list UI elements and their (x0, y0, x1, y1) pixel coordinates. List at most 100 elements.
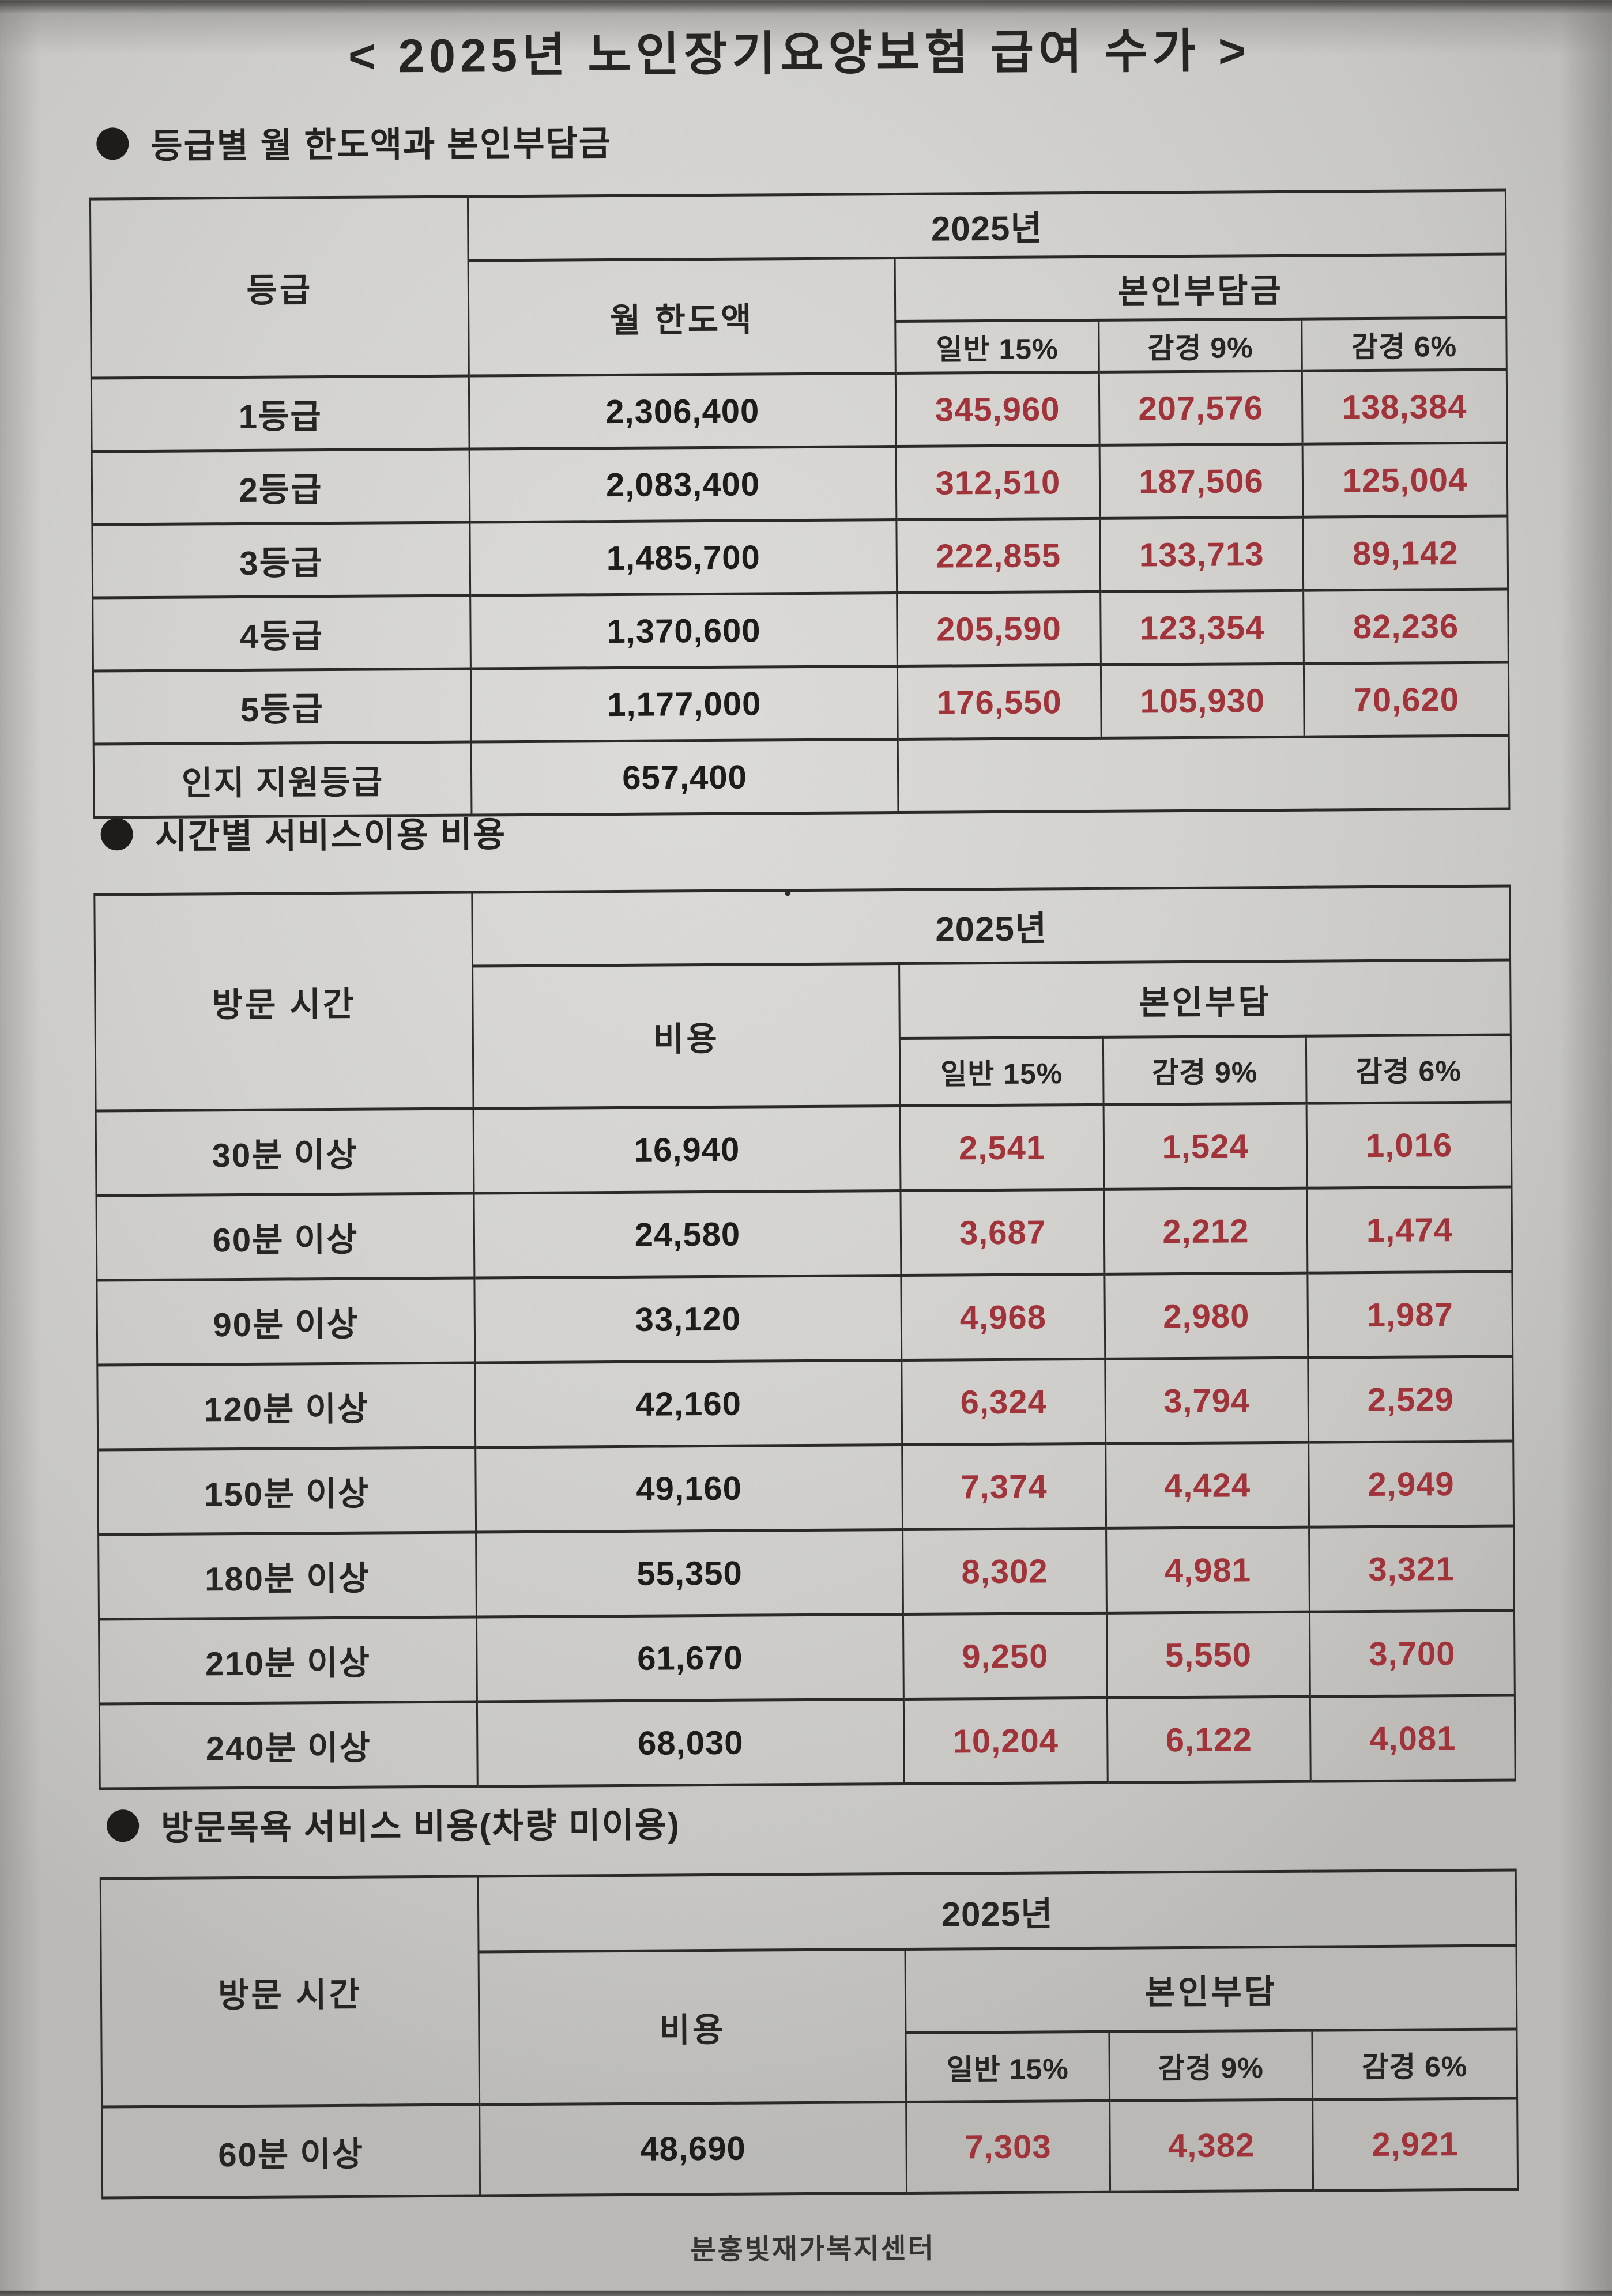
copay-cell: 222,855 (896, 518, 1101, 593)
year-header-cell: 2025년 (468, 190, 1506, 261)
table-row: 120분 이상 42,160 6,324 3,794 2,529 (97, 1356, 1513, 1450)
table-header-row: 방문 시간 2025년 (94, 886, 1511, 1111)
copay-cell: 3,794 (1105, 1358, 1309, 1444)
bullet-icon (96, 127, 129, 160)
copay-rate-header-cell: 감경 6% (1306, 1035, 1512, 1104)
copay-cell: 10,204 (903, 1698, 1108, 1784)
col1-header-cell: 방문 시간 (100, 1876, 480, 2107)
page-footer: 분홍빛재가복지센터 (690, 2233, 936, 2266)
copay-cell: 3,687 (900, 1189, 1105, 1276)
grade-monthly-limit-copay-table: 등급 2025년 월 한도액 본인부담금 일반 15% 감경 9% 감경 6% … (89, 189, 1511, 819)
table-body: 30분 이상 16,940 2,541 1,524 1,016 60분 이상 24,580 3… (96, 1102, 1516, 1789)
table-header-row: 등급 2025년 (90, 190, 1506, 379)
bullet-icon (100, 817, 133, 850)
row-label-cell: 60분 이상 (101, 2104, 480, 2198)
table-row: 150분 이상 49,160 7,374 4,424 2,949 (97, 1441, 1514, 1535)
copay-cell: 133,713 (1099, 517, 1304, 592)
copay-cell: 2,921 (1312, 2098, 1518, 2191)
copay-rate-header-cell: 감경 9% (1109, 2030, 1313, 2101)
page-title: < 2025년 노인장기요양보험 급여 수가 > (348, 25, 1251, 83)
section-heading-hourly-costs: 시간별 서비스이용 비용 (100, 806, 506, 859)
col1-header-cell: 등급 (90, 197, 469, 379)
amount-cell: 657,400 (471, 739, 898, 816)
table-body: 60분 이상 48,690 7,303 4,382 2,921 (101, 2098, 1518, 2198)
copay-cell: 125,004 (1302, 443, 1508, 518)
copay-header-cell: 본인부담금 (895, 254, 1506, 322)
table-row: 60분 이상 48,690 7,303 4,382 2,921 (101, 2098, 1518, 2198)
copay-cell: 176,550 (897, 665, 1102, 740)
table-row: 5등급 1,177,000 176,550 105,930 70,620 (93, 662, 1509, 745)
copay-rate-header-cell: 일반 15% (899, 1037, 1104, 1106)
copay-cell: 1,987 (1307, 1272, 1513, 1358)
hourly-service-cost-table: 방문 시간 2025년 비용 본인부담 일반 15% 감경 9% 감경 6% 3… (93, 885, 1516, 1790)
amount-cell: 33,120 (474, 1275, 902, 1363)
copay-cell: 70,620 (1304, 662, 1509, 737)
copay-cell: 4,981 (1106, 1527, 1310, 1613)
copay-cell: 2,980 (1104, 1273, 1308, 1359)
year-header-cell: 2025년 (478, 1870, 1517, 1952)
section-heading-label: 시간별 서비스이용 비용 (155, 815, 507, 856)
table-header-row: 방문 시간 2025년 (100, 1870, 1517, 2107)
amount-header-cell: 비용 (479, 1949, 906, 2105)
copay-cell: 2,529 (1308, 1356, 1513, 1443)
copay-cell: 82,236 (1303, 589, 1509, 664)
copay-cell: 89,142 (1302, 516, 1508, 591)
copay-rate-header-cell: 감경 9% (1098, 319, 1302, 372)
table-row: 3등급 1,485,700 222,855 133,713 89,142 (92, 516, 1508, 598)
table-row: 180분 이상 55,350 8,302 4,981 3,321 (98, 1526, 1515, 1620)
amount-cell: 1,485,700 (469, 519, 897, 596)
amount-cell: 68,030 (477, 1699, 905, 1787)
amount-cell: 55,350 (476, 1529, 903, 1618)
copay-header-cell: 본인부담 (905, 1946, 1517, 2033)
section-heading-grade-limits: 등급별 월 한도액과 본인부담금 (96, 115, 612, 168)
copay-cell: 207,576 (1099, 371, 1303, 446)
table-row: 240분 이상 68,030 10,204 6,122 4,081 (99, 1695, 1516, 1789)
copay-rate-header-cell: 감경 6% (1312, 2029, 1517, 2100)
copay-cell: 6,122 (1107, 1696, 1311, 1783)
amount-cell: 1,370,600 (470, 593, 898, 669)
copay-cell: 7,303 (906, 2101, 1110, 2193)
amount-cell: 16,940 (473, 1106, 901, 1194)
col1-header-cell: 방문 시간 (94, 892, 474, 1111)
copay-cell: 7,374 (902, 1443, 1106, 1530)
copay-cell: 9,250 (903, 1613, 1108, 1699)
row-label-cell: 240분 이상 (99, 1702, 478, 1789)
row-label-cell: 5등급 (93, 669, 472, 745)
amount-header-cell: 비용 (472, 963, 901, 1109)
table-row: 인지 지원등급 657,400 (93, 736, 1509, 818)
section-heading-label: 등급별 월 한도액과 본인부담금 (150, 124, 612, 165)
row-label-cell: 60분 이상 (96, 1193, 474, 1281)
copay-cell: 345,960 (895, 372, 1100, 447)
table-row: 30분 이상 16,940 2,541 1,524 1,016 (96, 1102, 1512, 1196)
copay-cell: 105,930 (1101, 663, 1305, 738)
table-row: 1등급 2,306,400 345,960 207,576 138,384 (91, 370, 1508, 452)
copay-cell: 5,550 (1106, 1612, 1310, 1698)
copay-cell: 4,424 (1105, 1442, 1309, 1529)
table-row: 210분 이상 61,670 9,250 5,550 3,700 (99, 1611, 1515, 1705)
table-row: 2등급 2,083,400 312,510 187,506 125,004 (92, 443, 1508, 525)
copay-cell: 4,081 (1310, 1695, 1516, 1782)
copay-merged-empty-cell (898, 736, 1509, 813)
amount-cell: 24,580 (473, 1190, 901, 1279)
row-label-cell: 90분 이상 (96, 1278, 475, 1366)
copay-cell: 138,384 (1302, 370, 1508, 444)
row-label-cell: 인지 지원등급 (93, 742, 472, 818)
copay-cell: 8,302 (902, 1528, 1107, 1615)
row-label-cell: 3등급 (92, 522, 470, 598)
copay-cell: 4,382 (1109, 2099, 1313, 2192)
amount-cell: 2,083,400 (469, 446, 897, 523)
table-body: 1등급 2,306,400 345,960 207,576 138,384 2등급 2,08… (91, 370, 1509, 818)
row-label-cell: 2등급 (92, 449, 470, 525)
amount-cell: 48,690 (479, 2102, 907, 2196)
copay-cell: 3,700 (1309, 1611, 1515, 1697)
amount-cell: 1,177,000 (470, 666, 898, 742)
year-header-cell: 2025년 (472, 886, 1511, 967)
bullet-icon (107, 1809, 140, 1842)
copay-cell: 2,541 (900, 1104, 1104, 1191)
copay-cell: 2,949 (1308, 1441, 1514, 1528)
row-label-cell: 1등급 (91, 376, 470, 452)
copay-cell: 1,474 (1306, 1187, 1512, 1273)
amount-header-cell: 월 한도액 (468, 258, 896, 376)
copay-cell: 187,506 (1099, 444, 1303, 519)
